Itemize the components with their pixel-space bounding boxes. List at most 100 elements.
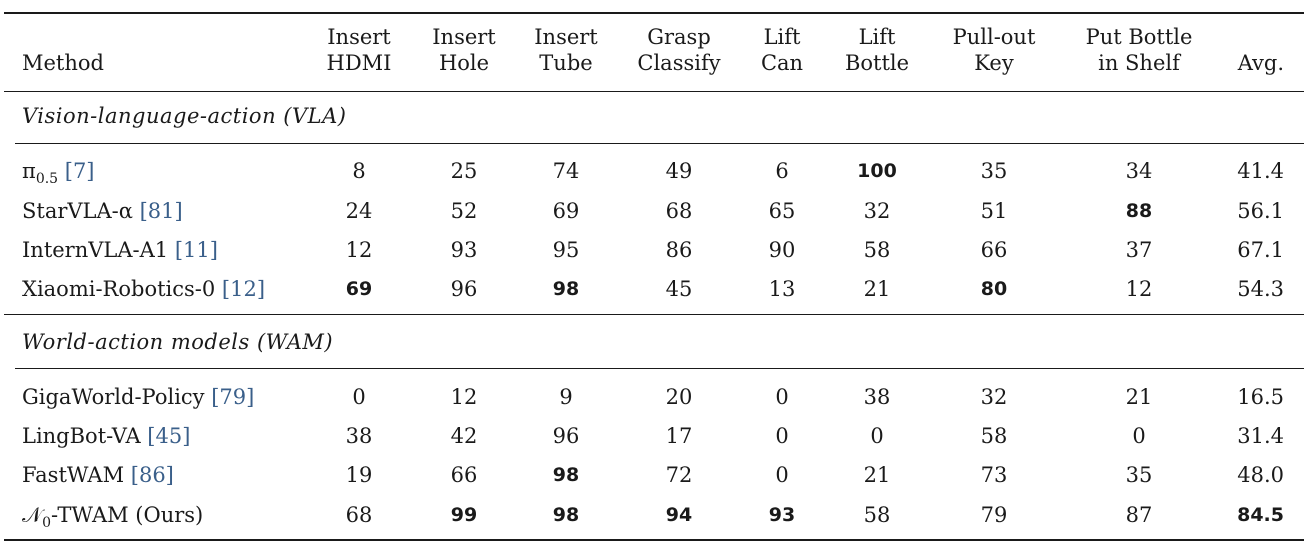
score-cell: 90 xyxy=(768,238,796,262)
citation-link[interactable]: [79] xyxy=(204,385,255,409)
score-cell: 38 xyxy=(345,424,373,448)
method-name: Xiaomi-Robotics-0 [12] xyxy=(22,277,266,301)
score-cell: 17 xyxy=(665,424,693,448)
column-header-method: Method xyxy=(22,51,104,75)
column-header-line2: Bottle xyxy=(844,51,910,75)
top-rule xyxy=(4,12,1304,14)
score-cell: 93 xyxy=(450,238,478,262)
wam-section-rule xyxy=(15,368,1304,369)
score-cell: 21 xyxy=(1125,385,1153,409)
score-cell: 37 xyxy=(1125,238,1153,262)
score-cell: 80 xyxy=(980,278,1008,300)
method-name: LingBot-VA [45] xyxy=(22,424,191,448)
score-cell: 12 xyxy=(1125,277,1153,301)
method-name: π0.5 [7] xyxy=(22,159,95,188)
score-cell: 51 xyxy=(980,199,1008,223)
score-cell: 96 xyxy=(450,277,478,301)
score-cell: 24 xyxy=(345,199,373,223)
score-cell: 98 xyxy=(552,464,580,486)
score-cell: 72 xyxy=(665,463,693,487)
score-cell: 21 xyxy=(863,277,891,301)
score-cell: 66 xyxy=(450,463,478,487)
score-cell: 58 xyxy=(980,424,1008,448)
score-cell: 79 xyxy=(980,503,1008,527)
column-header-line2: HDMI xyxy=(326,51,392,75)
score-cell: 0 xyxy=(775,463,789,487)
score-cell: 58 xyxy=(863,238,891,262)
score-cell: 9 xyxy=(559,385,573,409)
column-header-line1: Insert xyxy=(534,25,598,49)
score-cell: 96 xyxy=(552,424,580,448)
score-cell: 87 xyxy=(1125,503,1153,527)
score-cell: 35 xyxy=(980,159,1008,183)
method-name: GigaWorld-Policy [79] xyxy=(22,385,255,409)
score-cell: 100 xyxy=(857,160,897,182)
citation-link[interactable]: [81] xyxy=(132,199,183,223)
header-rule xyxy=(4,91,1304,92)
column-header-line2: Classify xyxy=(637,51,721,75)
column-header-line1: Put Bottle xyxy=(1085,25,1193,49)
score-cell: 69 xyxy=(552,199,580,223)
bottom-rule xyxy=(4,539,1304,541)
method-name: FastWAM [86] xyxy=(22,463,174,487)
score-cell: 74 xyxy=(552,159,580,183)
score-cell: 25 xyxy=(450,159,478,183)
score-cell: 69 xyxy=(345,278,373,300)
avg-cell: 31.4 xyxy=(1237,424,1284,448)
column-header-avg: Avg. xyxy=(1237,51,1284,75)
score-cell: 32 xyxy=(863,199,891,223)
column-header-line2: in Shelf xyxy=(1098,51,1180,75)
mid-rule xyxy=(4,314,1304,315)
citation-link[interactable]: [86] xyxy=(124,463,174,487)
score-cell: 94 xyxy=(665,504,693,526)
score-cell: 19 xyxy=(345,463,373,487)
score-cell: 32 xyxy=(980,385,1008,409)
score-cell: 52 xyxy=(450,199,478,223)
citation-link[interactable]: [45] xyxy=(140,424,191,448)
column-header-line2: Key xyxy=(974,51,1014,75)
avg-cell: 48.0 xyxy=(1237,463,1284,487)
score-cell: 0 xyxy=(1132,424,1146,448)
score-cell: 34 xyxy=(1125,159,1153,183)
score-cell: 73 xyxy=(980,463,1008,487)
score-cell: 0 xyxy=(352,385,366,409)
avg-cell: 16.5 xyxy=(1237,385,1284,409)
score-cell: 88 xyxy=(1125,200,1153,222)
method-name: InternVLA-A1 [11] xyxy=(22,238,218,262)
column-header-line1: Lift xyxy=(763,25,801,49)
score-cell: 86 xyxy=(665,238,693,262)
avg-cell: 56.1 xyxy=(1237,199,1284,223)
score-cell: 95 xyxy=(552,238,580,262)
score-cell: 98 xyxy=(552,278,580,300)
score-cell: 0 xyxy=(775,385,789,409)
column-header-line1: Lift xyxy=(858,25,896,49)
citation-link[interactable]: [11] xyxy=(168,238,218,262)
method-name: StarVLA-α [81] xyxy=(22,199,183,223)
section-title-wam: World-action models (WAM) xyxy=(22,330,334,354)
column-header-line2: Tube xyxy=(539,51,593,75)
score-cell: 38 xyxy=(863,385,891,409)
score-cell: 8 xyxy=(352,159,366,183)
avg-cell: 67.1 xyxy=(1237,238,1284,262)
column-header-line2: Can xyxy=(760,51,804,75)
vla-section-rule xyxy=(15,143,1304,144)
score-cell: 0 xyxy=(870,424,884,448)
score-cell: 68 xyxy=(345,503,373,527)
avg-cell: 41.4 xyxy=(1237,159,1284,183)
avg-cell: 84.5 xyxy=(1237,504,1284,526)
score-cell: 12 xyxy=(450,385,478,409)
citation-link[interactable]: [12] xyxy=(215,277,266,301)
score-cell: 6 xyxy=(775,159,789,183)
citation-link[interactable]: [7] xyxy=(58,159,95,183)
score-cell: 35 xyxy=(1125,463,1153,487)
method-name: 𝒩0-TWAM (Ours) xyxy=(22,503,204,532)
score-cell: 66 xyxy=(980,238,1008,262)
score-cell: 12 xyxy=(345,238,373,262)
score-cell: 21 xyxy=(863,463,891,487)
section-title-vla: Vision-language-action (VLA) xyxy=(22,104,347,128)
score-cell: 65 xyxy=(768,199,796,223)
column-header-line1: Insert xyxy=(432,25,496,49)
score-cell: 45 xyxy=(665,277,693,301)
column-header-line1: Grasp xyxy=(647,25,711,49)
score-cell: 20 xyxy=(665,385,693,409)
